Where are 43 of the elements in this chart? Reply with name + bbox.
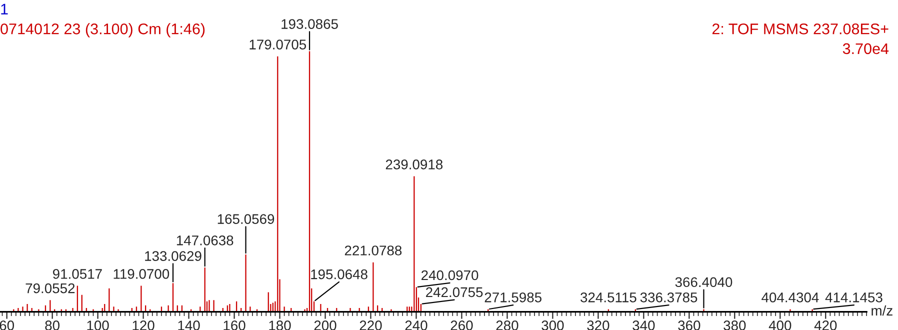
x-tick-label: 380 (724, 320, 746, 330)
annotation: 133.0629 (145, 251, 202, 261)
annotation: 195.0648 (311, 269, 368, 280)
x-tick-label: 120 (132, 320, 154, 330)
x-tick-label: 220 (360, 320, 382, 330)
annotation: 414.1453 (825, 292, 882, 302)
x-tick-label: 280 (496, 320, 518, 330)
x-tick-label: 140 (178, 320, 200, 330)
x-tick-label: 420 (814, 320, 837, 330)
annotation: 324.5115 (580, 292, 636, 302)
annotation: 239.0918 (386, 160, 443, 170)
annotation: 221.0788 (344, 246, 402, 256)
annotation: 336.3785 (640, 292, 698, 302)
x-tick-label: 200 (314, 320, 336, 330)
annotation: 242.0755 (426, 287, 483, 298)
x-tick-label: 240 (405, 320, 428, 330)
annotation: 3.70e4 (842, 43, 889, 54)
annotation: 79.0552 (26, 283, 75, 294)
x-tick-label: 180 (269, 320, 291, 330)
annotation: 147.0638 (176, 236, 234, 246)
x-tick-label: 300 (542, 320, 564, 330)
x-tick-label: 360 (678, 320, 700, 330)
text: 0714012 23 (3.100) Cm (1:46) (0, 23, 205, 38)
x-tick-label: 340 (632, 320, 655, 330)
annotation: 91.0517 (53, 269, 102, 279)
text: 1 (1, 4, 8, 14)
annotation: 165.0569 (218, 214, 274, 224)
annotation: 404.4304 (762, 292, 819, 302)
x-tick-label: 160 (224, 320, 246, 330)
annotation: 193.0865 (282, 19, 338, 29)
x-tick-label: 400 (768, 320, 792, 330)
text: 2: TOF MSMS 237.08ES+ (712, 24, 888, 34)
x-axis-title: m/z (872, 305, 892, 316)
annotation: 271.5985 (484, 292, 542, 302)
annotation: 366.4040 (675, 277, 732, 288)
x-tick-label: 100 (87, 320, 109, 330)
x-tick-label: 60 (0, 320, 14, 330)
x-tick-label: 320 (587, 320, 610, 330)
x-tick-label: 260 (450, 320, 473, 330)
annotation: 240.0970 (422, 270, 478, 280)
annotation: 119.0700 (114, 269, 170, 279)
annotation: 179.0705 (250, 40, 306, 50)
x-tick-label: 80 (45, 320, 60, 330)
